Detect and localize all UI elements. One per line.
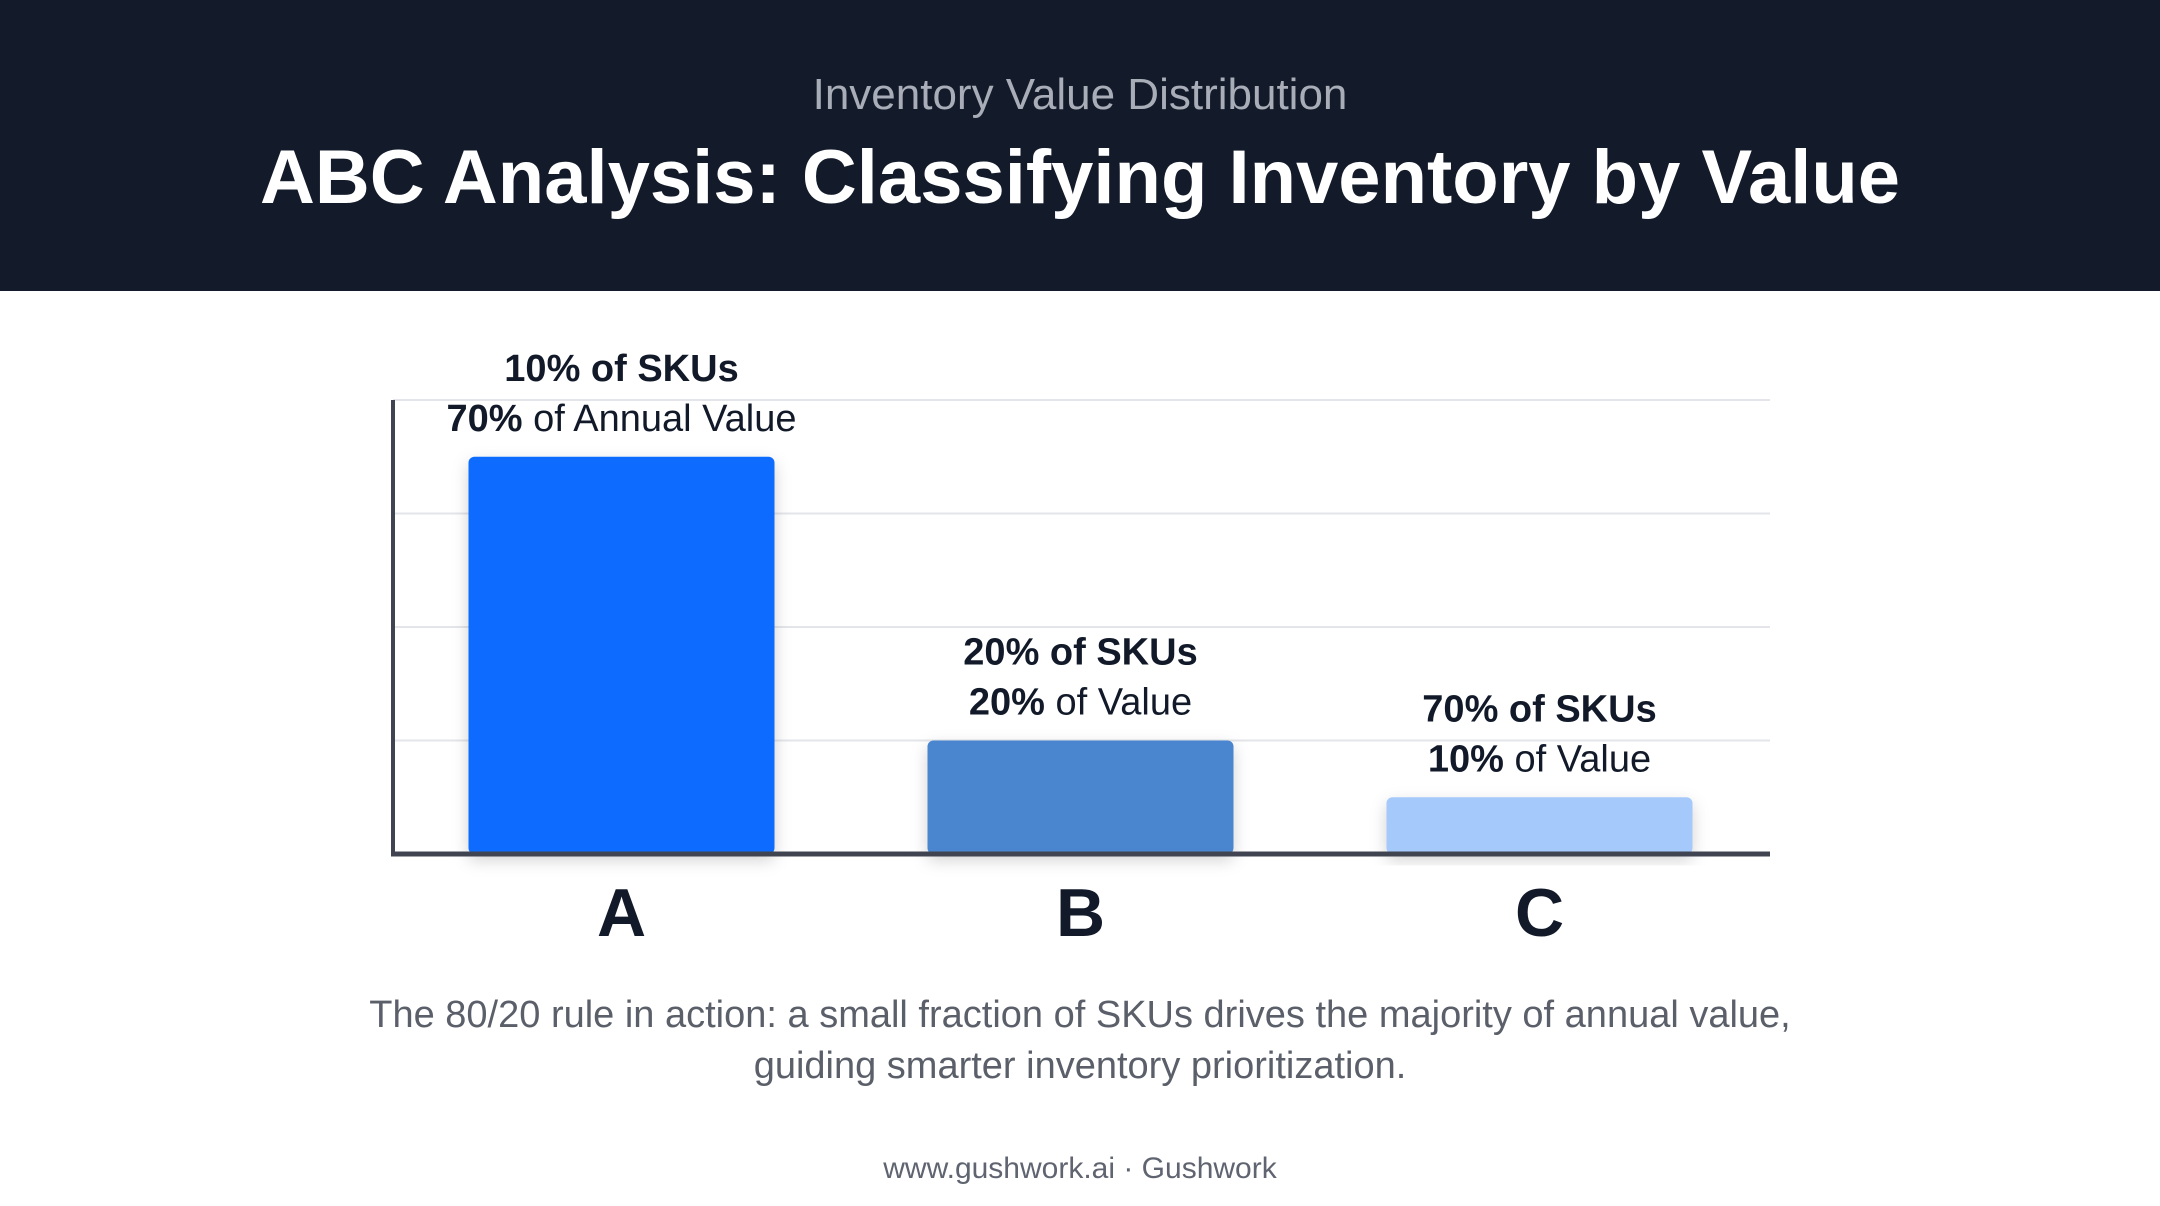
bar-chart: A 10% of SKUs 70% of Annual Value B 20% of S… xyxy=(391,348,1770,951)
data-label-skus: 70% of SKUs xyxy=(1422,688,1656,730)
bar-c xyxy=(1386,797,1693,854)
chart-subtitle: Inventory Value Distribution xyxy=(812,70,1348,119)
chart-title: ABC Analysis: Classifying Inventory by V… xyxy=(259,135,1901,220)
bar-b xyxy=(927,740,1234,854)
bar-a xyxy=(468,456,775,854)
data-label-value: 10% of Value xyxy=(1428,738,1651,780)
data-label-value: 20% of Value xyxy=(969,682,1192,724)
header-banner: Inventory Value Distribution ABC Analysi… xyxy=(0,0,2160,291)
x-tick-label: A xyxy=(597,875,646,951)
chart-caption: The 80/20 rule in action: a small fracti… xyxy=(369,994,1791,1087)
data-label-skus: 20% of SKUs xyxy=(963,632,1197,674)
footer-credit: www.gushwork.ai · Gushwork xyxy=(883,1152,1277,1185)
data-label-skus: 10% of SKUs xyxy=(504,348,738,390)
data-label-value: 70% of Annual Value xyxy=(446,398,796,440)
x-tick-label: B xyxy=(1056,875,1105,951)
x-tick-label: C xyxy=(1515,875,1564,951)
